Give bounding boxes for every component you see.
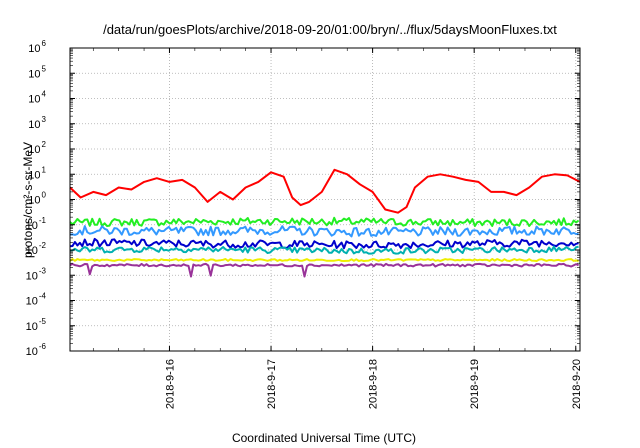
x-tick-label: 2018-9-18 (368, 359, 380, 409)
x-tick-label: 2018-9-20 (571, 359, 583, 409)
x-tick-label: 2018-9-19 (469, 359, 481, 409)
chart-title: /data/run/goesPlots/archive/2018-09-20/0… (103, 22, 557, 37)
axis-ticks: 10-610-510-410-310-210-11001011021031041… (26, 39, 583, 409)
series-group (69, 168, 581, 278)
x-tick-label: 2018-9-17 (266, 359, 278, 409)
series-line-6 (69, 258, 579, 263)
series-line-1 (69, 168, 581, 214)
series-line-4 (69, 237, 579, 250)
series-line-2 (69, 216, 580, 227)
x-axis-label: Coordinated Universal Time (UTC) (232, 431, 416, 445)
series-line-7 (69, 262, 580, 278)
x-tick-label: 2018-9-16 (164, 359, 176, 409)
y-axis-label: protons/cm²-s-sr-MeV (21, 142, 35, 258)
series-line-5 (69, 245, 579, 255)
series-line-3 (69, 225, 579, 238)
